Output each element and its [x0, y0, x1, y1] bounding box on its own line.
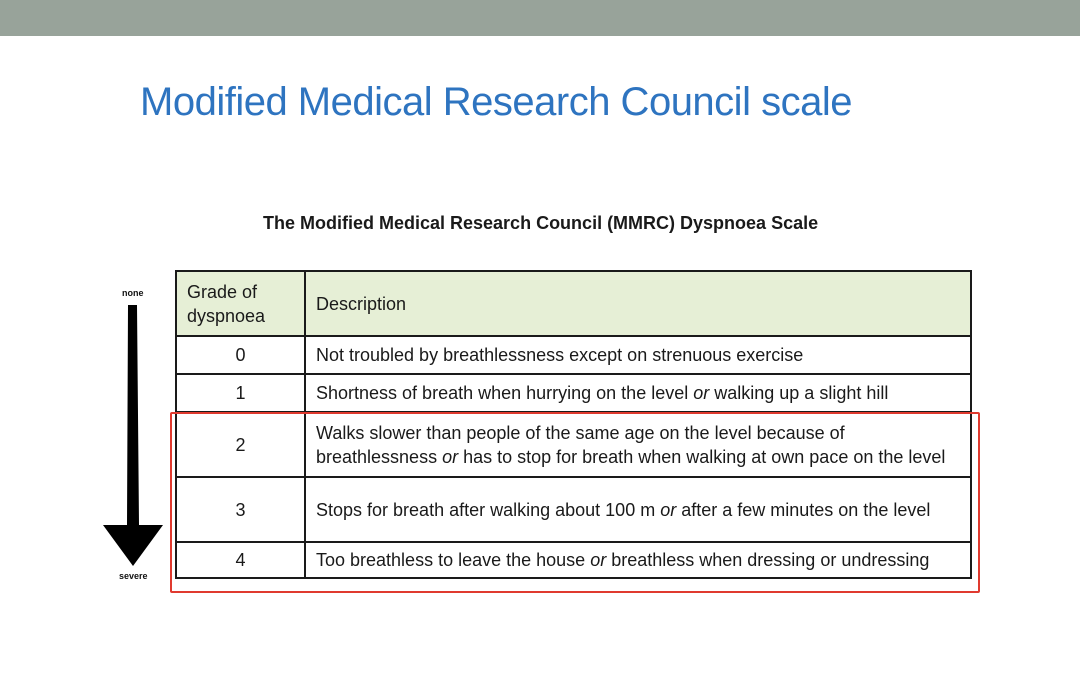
scale-top-label: none — [122, 288, 144, 298]
table-row: 0 Not troubled by breathlessness except … — [175, 335, 972, 375]
table-header-row: Grade of dyspnoea Description — [175, 270, 972, 337]
table-row: 4 Too breathless to leave the house or b… — [175, 541, 972, 579]
mmrc-table: Grade of dyspnoea Description 0 Not trou… — [175, 270, 972, 579]
table-row: 3 Stops for breath after walking about 1… — [175, 476, 972, 543]
table-row: 2 Walks slower than people of the same a… — [175, 411, 972, 478]
table-title: The Modified Medical Research Council (M… — [263, 213, 819, 233]
description-cell: Too breathless to leave the house or bre… — [304, 541, 972, 579]
slide-title: Modified Medical Research Council scale — [140, 80, 852, 124]
top-bar — [0, 0, 1080, 36]
description-cell: Walks slower than people of the same age… — [304, 411, 972, 478]
header-description: Description — [304, 270, 972, 337]
description-cell: Shortness of breath when hurrying on the… — [304, 373, 972, 413]
scale-bottom-label: severe — [119, 571, 148, 581]
description-cell: Not troubled by breathlessness except on… — [304, 335, 972, 375]
grade-cell: 2 — [175, 411, 306, 478]
header-grade: Grade of dyspnoea — [175, 270, 306, 337]
grade-cell: 4 — [175, 541, 306, 579]
table-row: 1 Shortness of breath when hurrying on t… — [175, 373, 972, 413]
description-cell: Stops for breath after walking about 100… — [304, 476, 972, 543]
arrow-down-icon — [103, 305, 163, 566]
grade-cell: 3 — [175, 476, 306, 543]
grade-cell: 1 — [175, 373, 306, 413]
grade-cell: 0 — [175, 335, 306, 375]
